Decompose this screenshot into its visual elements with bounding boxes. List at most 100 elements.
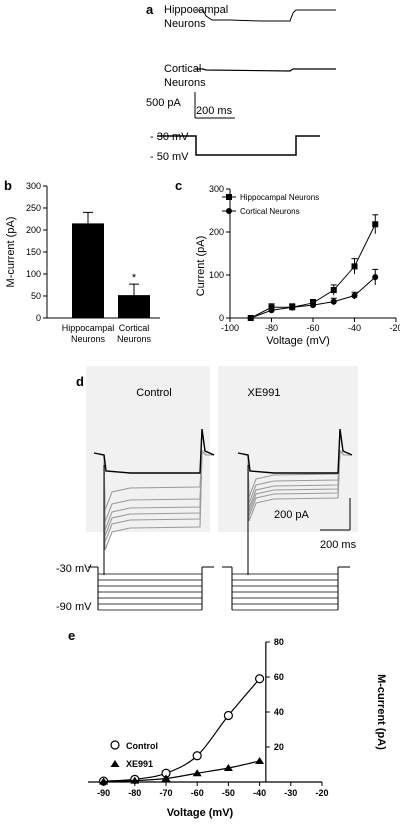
x-tick-label-e: -80: [128, 788, 141, 798]
y-tick-label-b: 300: [26, 181, 41, 191]
trace-label-hippocampal-line2: Neurons: [164, 18, 206, 30]
point-c-hippocampal: [330, 287, 337, 294]
y-axis-label-e: M-current (pA): [375, 674, 387, 750]
point-e-xe991: [130, 776, 140, 784]
y-axis-label-c: Current (pA): [195, 236, 207, 297]
panel-letter-c: c: [175, 178, 182, 193]
y-tick-label-b: 0: [36, 313, 41, 323]
panel-c: c 0 100 200 300 -100 -80 -60 -40 -20 Hippocampal…: [175, 178, 400, 347]
current-trace-black-control: [93, 428, 215, 474]
legend-marker-control: [110, 740, 120, 750]
legend-e: Control XE991: [110, 740, 158, 769]
series-e: [98, 674, 265, 786]
y-tick-label-b: 250: [26, 203, 41, 213]
point-e-control: [192, 751, 202, 761]
category-label-b: Neurons: [117, 334, 152, 344]
x-tick-label-c: -80: [265, 323, 278, 333]
bar-b: [72, 223, 104, 318]
panel-letter-b: b: [4, 178, 12, 193]
legend-label-xe991: XE991: [126, 759, 153, 769]
point-c-hippocampal: [372, 221, 379, 228]
series-c: [247, 214, 379, 321]
series-curve-e-1: [103, 760, 260, 783]
x-tick-label-c: -60: [306, 323, 319, 333]
axes-c: 0 100 200 300 -100 -80 -60 -40 -20: [209, 184, 400, 333]
point-c-cortical: [351, 292, 358, 299]
legend-label-hippocampal: Hippocampal Neurons: [240, 193, 319, 202]
y-tick-label-e: 60: [274, 672, 284, 682]
y-tick-label-b: 50: [31, 291, 41, 301]
point-e-xe991: [192, 769, 202, 777]
x-tick-label-e: -50: [222, 788, 235, 798]
x-tick-label-e: -20: [315, 788, 328, 798]
scale-current-a: 500 pA: [146, 97, 182, 109]
point-c-cortical: [247, 315, 254, 321]
x-tick-label-c: -20: [389, 323, 400, 333]
significance-marker-b: *: [132, 272, 137, 284]
point-c-cortical: [289, 304, 296, 311]
trace-label-cortical-line1: Cortical: [164, 63, 201, 75]
category-label-b: Cortical: [119, 323, 150, 333]
legend-c: Hippocampal Neurons Cortical Neurons: [222, 193, 319, 216]
y-tick-label-e: 40: [274, 707, 284, 717]
legend-label-control: Control: [126, 741, 158, 751]
point-c-cortical: [372, 274, 379, 281]
legend-marker-xe991: [110, 760, 120, 767]
category-label-b: Hippocampal: [62, 323, 115, 333]
trace-cortical: [195, 68, 336, 72]
x-tick-label-c: -100: [221, 323, 239, 333]
point-e-control: [255, 674, 265, 684]
y-tick-label-c: 200: [209, 227, 224, 237]
point-e-control: [223, 710, 233, 721]
panel-letter-d: d: [76, 374, 84, 389]
y-axis-label-b: M-current (pA): [5, 217, 17, 288]
holding-label-a: - 30 mV: [150, 131, 189, 143]
y-tick-label-b: 200: [26, 225, 41, 235]
point-c-cortical: [330, 298, 337, 305]
scale-current-d: 200 pA: [274, 509, 310, 521]
trace-background-xe991: [218, 366, 358, 532]
panel-a: a Hippocampal Neurons Cortical Neurons 5…: [146, 2, 336, 163]
current-traces-d: [93, 428, 353, 575]
y-tick-label-c: 0: [219, 313, 224, 323]
x-tick-label-c: -40: [348, 323, 361, 333]
point-c-cortical: [310, 302, 316, 309]
scale-time-a: 200 ms: [196, 105, 233, 117]
x-tick-label-e: -60: [191, 788, 204, 798]
holding-label-d: -30 mV: [56, 563, 92, 575]
voltage-protocol-a: [157, 135, 320, 156]
y-tick-label-c: 300: [209, 184, 224, 194]
y-tick-label-e: 20: [274, 742, 284, 752]
y-tick-label-e: 80: [274, 637, 284, 647]
panel-letter-a: a: [146, 2, 154, 17]
bar-b: [118, 295, 150, 318]
panel-letter-e: e: [68, 628, 75, 643]
y-tick-label-b: 100: [26, 269, 41, 279]
x-axis-label-c: Voltage (mV): [266, 335, 330, 347]
step-label-d: -90 mV: [56, 601, 92, 613]
legend-label-cortical: Cortical Neurons: [240, 207, 300, 216]
trace-label-cortical-line2: Neurons: [164, 77, 206, 89]
condition-label-control: Control: [136, 387, 171, 399]
point-e-xe991: [223, 764, 233, 771]
voltage-protocol-d: [88, 566, 350, 611]
y-axis-ticks-b: 0 50 100 150 200 250 300: [26, 181, 47, 323]
point-c-cortical: [268, 307, 275, 314]
x-tick-label-e: -30: [284, 788, 297, 798]
current-trace-black-xe991: [237, 428, 353, 474]
step-label-a: - 50 mV: [150, 151, 189, 163]
point-e-xe991: [255, 757, 265, 764]
y-tick-label-b: 150: [26, 247, 41, 257]
x-tick-label-e: -70: [159, 788, 172, 798]
point-e-xe991: [99, 777, 109, 785]
y-tick-label-c: 100: [209, 270, 224, 280]
point-c-hippocampal: [351, 263, 358, 270]
scale-time-d: 200 ms: [320, 539, 357, 551]
point-e-xe991: [161, 774, 171, 782]
condition-label-xe991: XE991: [247, 387, 280, 399]
x-tick-label-e: -90: [97, 788, 110, 798]
category-label-b: Neurons: [71, 334, 106, 344]
x-tick-label-e: -40: [253, 788, 266, 798]
